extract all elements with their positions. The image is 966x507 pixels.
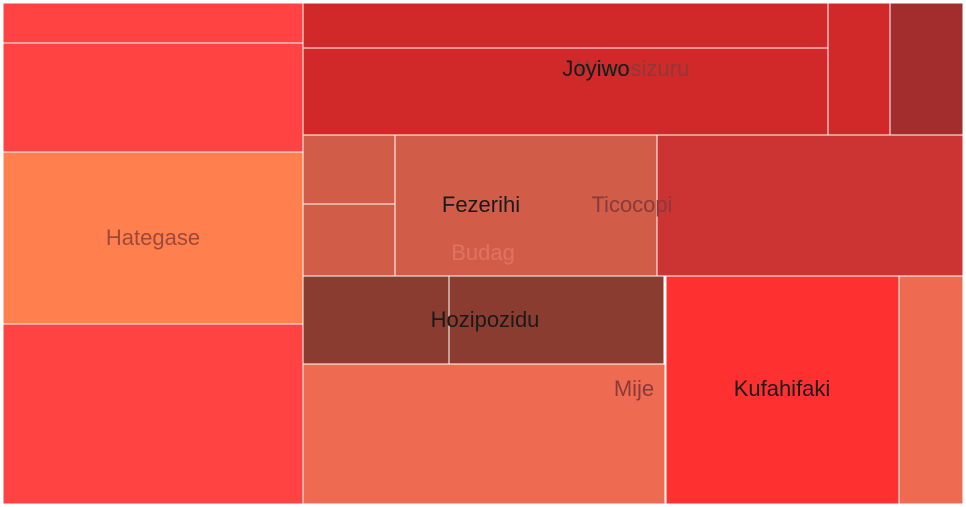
treemap-tile-wiwosizuru — [827, 2, 891, 136]
treemap-label-fezerihi: Fezerihi — [442, 192, 520, 217]
treemap-label-joyiwo: Joyiwo — [562, 56, 629, 81]
treemap-tile-left-top — [2, 2, 304, 44]
treemap-label-kufahifaki: Kufahifaki — [734, 376, 831, 401]
treemap-tile-top-strip — [302, 2, 829, 49]
treemap-label-ticocopi: Ticocopi — [591, 192, 672, 217]
treemap-tile-budag-a — [302, 134, 396, 205]
treemap-label-hategase: Hategase — [106, 225, 200, 250]
treemap-tile-hozipozidu-a — [302, 275, 450, 365]
treemap-tile-mije — [302, 363, 666, 505]
treemap-tile-kufahifaki — [665, 275, 900, 505]
treemap-label-hozipozidu: Hozipozidu — [431, 307, 540, 332]
treemap-tile-left-bottom — [2, 323, 304, 505]
treemap-tile-hozipozidu — [448, 275, 665, 365]
treemap-label-wiwosizuru: Wiwosizuru — [577, 56, 689, 81]
treemap-tile-kufahifaki-side — [898, 275, 964, 505]
treemap-tile-left-upper — [2, 42, 304, 153]
treemap-label-budag: Budag — [451, 240, 515, 265]
treemap-label-mije: Mije — [614, 376, 654, 401]
treemap-tile-wiwosizuru-dark — [889, 2, 964, 136]
treemap-tile-fezerihi — [394, 134, 658, 277]
treemap-tile-budag-b — [302, 203, 396, 277]
treemap-tile-joyiwo — [302, 47, 829, 136]
treemap-tile-ticocopi — [656, 134, 964, 277]
treemap-tile-hategase — [2, 151, 304, 325]
